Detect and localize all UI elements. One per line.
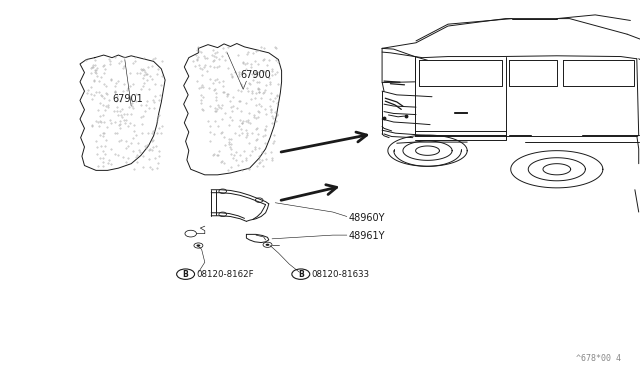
Text: 48961Y: 48961Y	[349, 231, 385, 241]
Text: 08120-81633: 08120-81633	[312, 270, 370, 279]
Text: 67901: 67901	[112, 94, 143, 104]
Text: B: B	[183, 270, 188, 279]
Text: B: B	[298, 270, 303, 279]
Circle shape	[266, 244, 269, 246]
Text: 08120-8162F: 08120-8162F	[196, 270, 254, 279]
Text: 67900: 67900	[240, 70, 271, 80]
Text: ^678*00 4: ^678*00 4	[576, 354, 621, 363]
Circle shape	[196, 244, 200, 247]
Text: 48960Y: 48960Y	[349, 213, 385, 222]
